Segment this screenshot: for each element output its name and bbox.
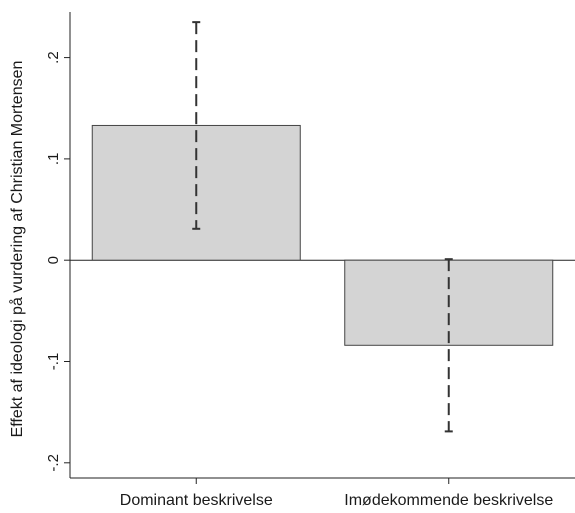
bars [91,124,554,346]
y-tick-label: -.1 [45,353,62,371]
x-tick-label: Dominant beskrivelse [120,492,273,509]
x-ticks: Dominant beskrivelse Imødekommende beskri… [120,478,553,509]
y-ticks: -.2 -.1 0 .1 .2 [45,51,70,472]
y-tick-label: 0 [45,256,62,264]
y-tick-label: .1 [45,153,62,166]
y-tick-label: -.2 [45,454,62,472]
x-tick-label: Imødekommende beskrivelse [344,492,553,509]
y-tick-label: .2 [45,51,62,64]
y-axis-label: Effekt af ideologi på vurdering af Chris… [8,61,26,438]
error-bars [192,21,453,433]
